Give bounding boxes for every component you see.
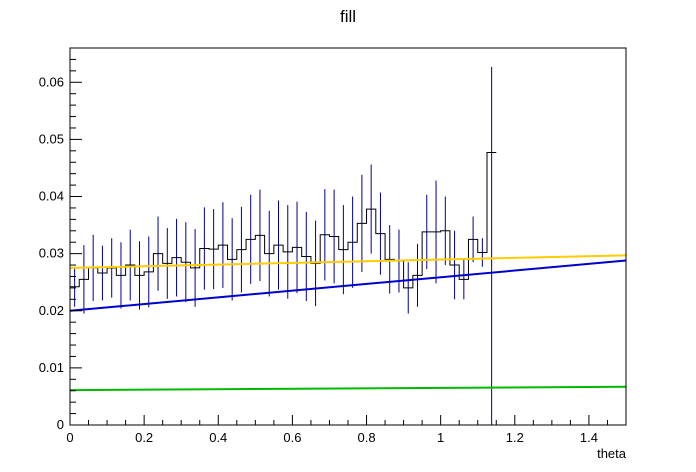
x-tick-label: 0 xyxy=(66,430,73,445)
y-tick-label: 0.02 xyxy=(39,303,64,318)
x-tick-label: 1.4 xyxy=(580,430,598,445)
chart-title: fill xyxy=(340,7,356,26)
x-tick-label: 0.4 xyxy=(209,430,227,445)
x-tick-label: 0.2 xyxy=(135,430,153,445)
plot-frame xyxy=(69,47,627,426)
fit-line-2 xyxy=(69,259,627,312)
histogram-series xyxy=(70,152,497,289)
axes: 0 0.2 0.4 0.6 0.8 1 1.2 1.4 0 0.01 0.02 0.03 0.04 0.0… xyxy=(39,47,627,445)
y-tick-label: 0.01 xyxy=(39,360,64,375)
y-tick-label: 0.04 xyxy=(39,189,64,204)
y-tick-label: 0.03 xyxy=(39,246,64,261)
x-tick-label: 0.6 xyxy=(283,430,301,445)
x-tick-label: 1.2 xyxy=(506,430,524,445)
fit-line-1 xyxy=(69,254,627,269)
x-axis-label: theta xyxy=(597,446,627,461)
y-tick-label: 0.06 xyxy=(39,74,64,89)
y-tick-label: 0.05 xyxy=(39,131,64,146)
x-tick-label: 0.8 xyxy=(357,430,375,445)
y-tick-label: 0 xyxy=(57,417,64,432)
fit-line-3 xyxy=(69,385,627,392)
x-tick-label: 1 xyxy=(437,430,444,445)
plot-area xyxy=(69,66,627,425)
